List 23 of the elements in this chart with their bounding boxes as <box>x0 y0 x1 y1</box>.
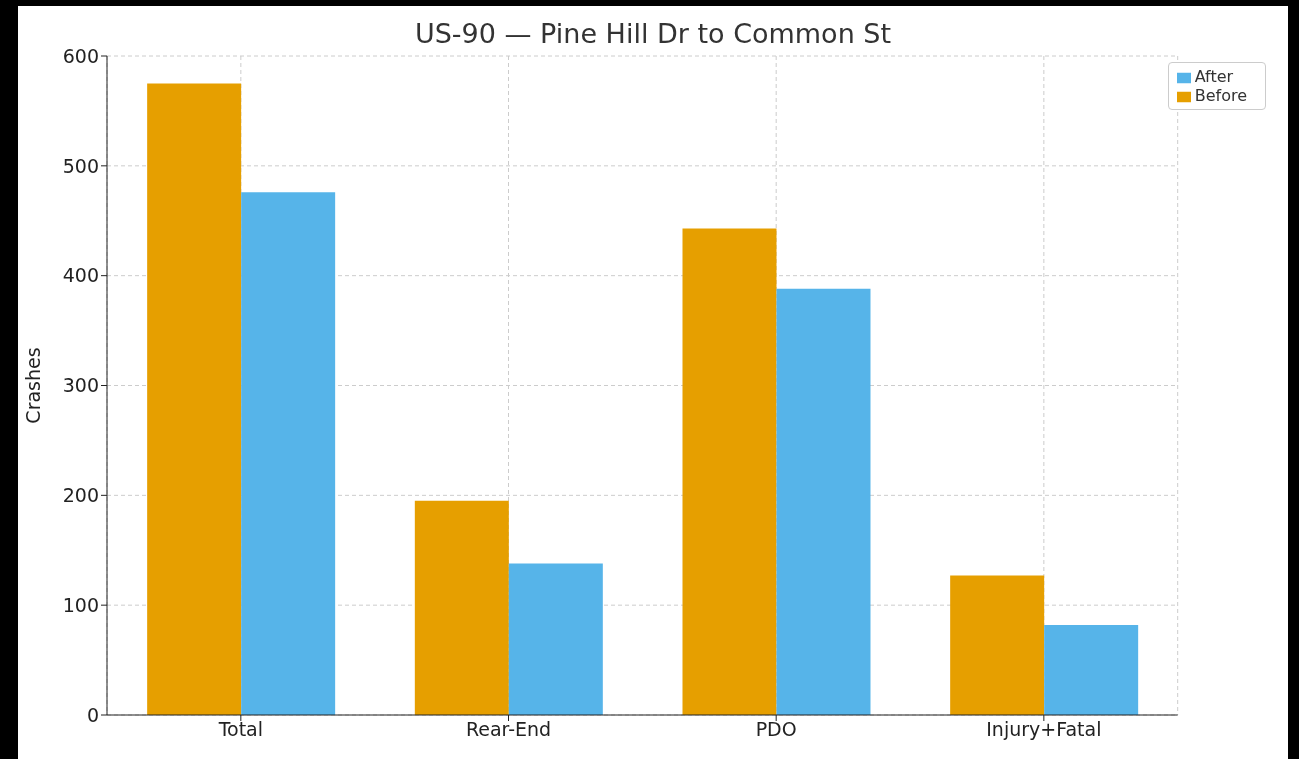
bar <box>1044 624 1139 715</box>
y-tick-label: 200 <box>62 484 99 507</box>
chart-title: US-90 — Pine Hill Dr to Common St <box>414 18 892 49</box>
bar <box>950 575 1045 715</box>
y-tick-label: 400 <box>62 264 99 287</box>
y-axis-title: Crashes <box>21 347 44 424</box>
bar <box>682 228 777 715</box>
bar <box>776 288 871 715</box>
y-tick-label: 0 <box>86 703 99 726</box>
y-tick-label: 500 <box>62 154 99 177</box>
bar <box>147 83 242 715</box>
x-tick-label: PDO <box>755 718 797 741</box>
legend-label: After <box>1194 67 1234 86</box>
y-tick-label: 300 <box>62 374 99 397</box>
x-tick-label: Injury+Fatal <box>986 718 1102 741</box>
x-tick-label: Rear-End <box>465 718 552 741</box>
bar <box>508 563 603 715</box>
y-tick-label: 100 <box>62 593 99 616</box>
legend-label: Before <box>1194 86 1247 105</box>
bar <box>414 500 509 715</box>
bar <box>241 192 336 715</box>
x-tick-label: Total <box>217 718 264 741</box>
y-tick-label: 600 <box>62 44 99 67</box>
